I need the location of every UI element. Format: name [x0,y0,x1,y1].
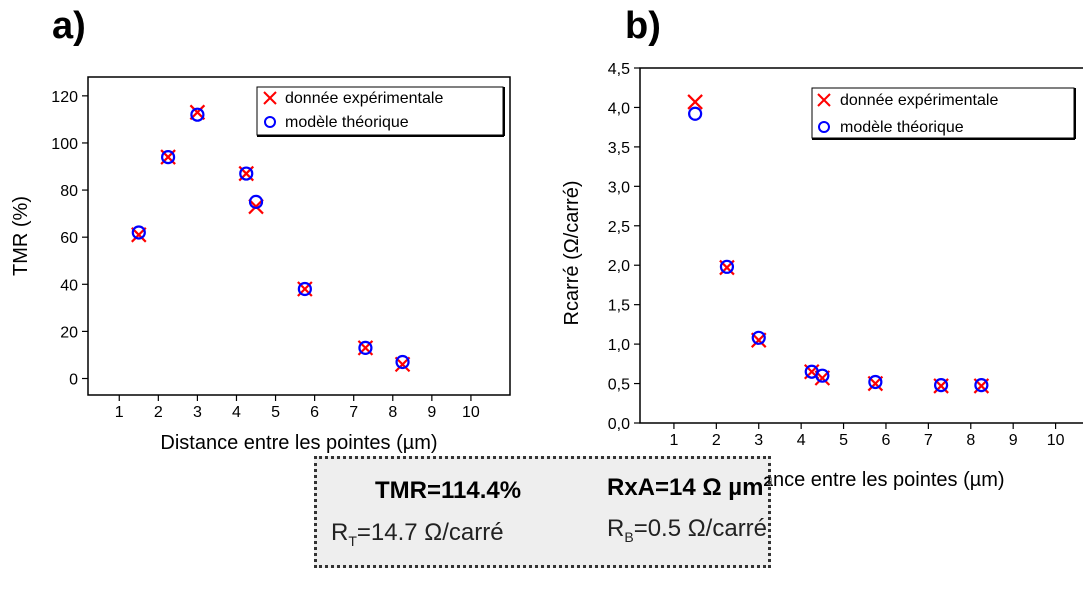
panel-b-x-tick-label: 6 [882,432,891,449]
panel-a-point-experimental [248,198,264,215]
panel-a-point-theoretical [161,149,176,165]
panel-b-y-axis-title: Rcarré (Ω/carré) [561,181,583,326]
summary-rb-subscript: B [624,528,634,545]
panel-b-point-theoretical [868,374,883,390]
panel-a-point-theoretical [248,194,264,209]
panel-a-y-tick-label: 40 [60,277,78,294]
summary-rt: RT=14.7 Ω/carré [331,519,504,549]
panel-b-x-tick-label: 10 [1047,432,1065,449]
panel-a-x-tick-label: 5 [271,404,280,421]
panel-b-y-tick-label: 1,0 [608,337,630,354]
panel-a-y-tick-label: 0 [69,372,78,389]
panel-a-x-tick-label: 8 [388,404,397,421]
panel-b-y-tick-label: 2,0 [608,258,630,275]
summary-rb-symbol: R [607,515,625,542]
panel-b-point-theoretical [974,378,989,393]
panel-a-point-theoretical [190,107,205,122]
panel-a-y-tick-label: 100 [51,136,78,153]
panel-a-y-tick-label: 20 [60,324,78,341]
panel-a-y-tick-label: 80 [60,183,78,200]
panel-b-x-tick-label: 4 [797,432,806,449]
summary-rb: RB=0.5 Ω/carré [607,515,767,545]
panel-b-legend: donnée expérimentale modèle théorique [811,87,1076,140]
summary-rxa-exponent: 2 [763,473,772,489]
panel-a-point-theoretical [358,340,373,355]
panel-a-x-axis-title: Distance entre les pointes (µm) [160,432,437,454]
panel-b-x-tick-label: 7 [924,432,933,449]
panel-a-x-tick-label: 1 [115,404,124,421]
summary-rt-value: =14.7 Ω/carré [356,519,504,546]
panel-b-x-tick-label: 2 [712,432,721,449]
panel-a-legend-label-1: donnée expérimentale [285,90,443,107]
panel-b-label: b) [625,5,661,47]
panel-b-x-tick-label: 1 [669,432,678,449]
panel-b-point-theoretical [933,378,949,393]
panel-b-y-tick-label: 4,5 [608,61,630,78]
panel-a-y-axis-title: TMR (%) [10,196,32,276]
panel-b-y-tick-label: 2,5 [608,219,630,236]
panel-b-legend-label-1: donnée expérimentale [840,92,998,109]
panel-a-x-tick-label: 2 [154,404,163,421]
panel-a-x-tick-label: 10 [462,404,480,421]
panel-a-x-tick-label: 6 [310,404,319,421]
panel-a-legend: donnée expérimentale modèle théorique [256,86,505,137]
panel-b-x-tick-label: 5 [839,432,848,449]
panel-b-legend-label-2: modèle théorique [840,119,964,136]
panel-b: b) 1 2 3 4 5 6 7 8 9 10 0,0 0,5 1,0 1,5 2,0 2,5 3,0 3,5 4,… [561,5,1083,491]
panel-a-y-tick-label: 120 [51,89,78,106]
panel-b-x-axis-title: Distance entre les pointes (µm) [727,469,1004,491]
panel-b-y-tick-label: 1,5 [608,298,630,315]
panel-b-x-tick-label: 9 [1009,432,1018,449]
panel-a-point-theoretical [131,225,146,240]
summary-rxa-value: RxA=14 Ω µm [607,474,764,501]
panel-a-x-tick-label: 9 [427,404,436,421]
panel-a-label: a) [52,5,86,47]
summary-rb-value: =0.5 Ω/carré [633,515,768,542]
summary-rt-symbol: R [331,519,349,546]
panel-b-point-theoretical [751,330,766,345]
panel-b-x-tick-label: 8 [966,432,975,449]
panel-a-point-theoretical [239,166,254,181]
panel-a-plot-frame [87,76,511,396]
panel-b-y-tick-label: 3,0 [608,179,630,196]
panel-a-marks [131,104,411,373]
panel-a-x-tick-label: 4 [232,404,241,421]
panel-b-point-experimental [687,94,703,110]
panel-b-legend-marker-x [817,93,831,107]
panel-b-point-theoretical [688,106,703,121]
panel-a-point-theoretical [395,354,410,370]
panel-a-legend-label-2: modèle théorique [285,114,409,131]
panel-a-point-theoretical [297,281,312,297]
summary-box: TMR=114.4% RxA=14 Ω µm2 RT=14.7 Ω/carré … [314,456,771,568]
panel-a-x-tick-label: 3 [193,404,202,421]
panel-a-y-tick-label: 60 [60,230,78,247]
panel-b-plot-frame [639,67,1083,424]
panel-b-y-tick-label: 4,0 [608,100,630,117]
panel-b-y-tick-label: 0,0 [608,416,630,433]
panel-b-x-tick-label: 3 [754,432,763,449]
panel-b-point-theoretical [815,368,830,383]
summary-rxa: RxA=14 Ω µm2 [607,473,771,502]
panel-a-legend-marker-x [263,91,277,105]
panel-b-point-theoretical [719,259,735,274]
panel-b-legend-marker-o [818,121,830,133]
summary-rt-subscript: T [348,532,357,549]
panel-b-ticks: 1 2 3 4 5 6 7 8 9 10 0,0 0,5 1,0 1,5 2,0 2,5 3,0 3,5 4,0 4,… [608,61,1065,449]
panel-b-y-tick-label: 3,5 [608,140,630,157]
panel-a-legend-marker-o [264,116,276,128]
panel-b-marks [687,94,990,394]
summary-tmr: TMR=114.4% [375,477,522,504]
panel-b-y-tick-label: 0,5 [608,377,630,394]
panel-a-x-tick-label: 7 [349,404,358,421]
